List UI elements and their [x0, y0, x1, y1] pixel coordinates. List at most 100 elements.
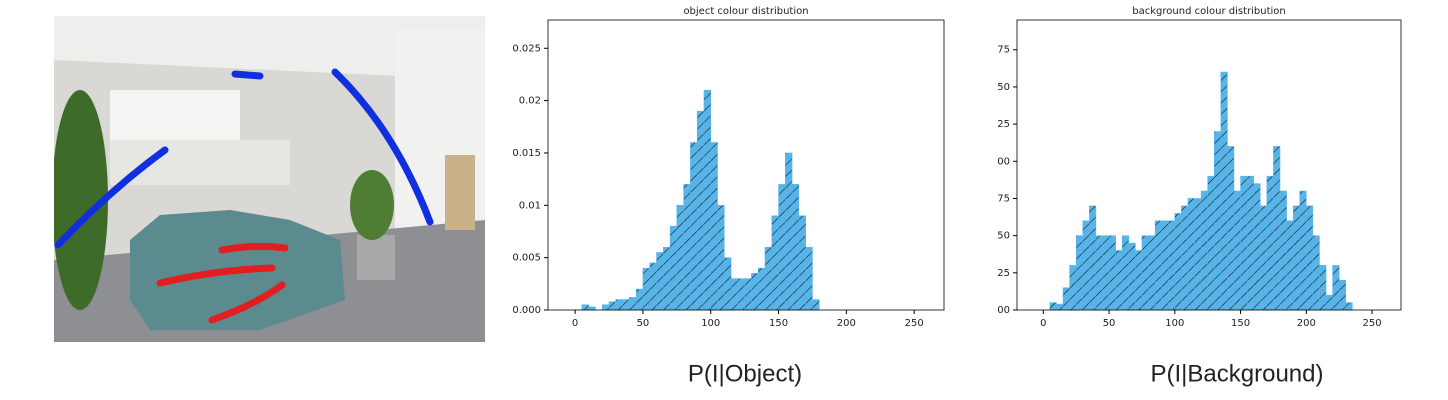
bar: [798, 215, 806, 311]
bar: [663, 246, 671, 311]
x-tick-label: 150: [1231, 318, 1250, 329]
bar: [757, 267, 766, 311]
bar: [805, 246, 813, 311]
bar: [1148, 235, 1156, 311]
bar: [1174, 213, 1182, 311]
bar: [785, 152, 793, 311]
y-tick-label: 50: [997, 231, 1010, 242]
bar: [1181, 205, 1189, 311]
x-tick-label: 50: [1103, 318, 1116, 329]
bar: [1102, 235, 1110, 311]
bar: [1273, 146, 1281, 311]
bar: [615, 299, 623, 311]
bar: [1062, 287, 1070, 311]
photo: [54, 16, 485, 342]
bar: [1319, 265, 1327, 311]
bar: [751, 273, 759, 311]
bar: [1154, 220, 1162, 311]
bar: [1233, 190, 1241, 311]
bar: [1299, 190, 1307, 311]
bar: [1292, 205, 1300, 311]
y-tick-label: 75: [997, 45, 1010, 56]
x-tick-label: 150: [769, 318, 788, 329]
x-tick-label: 200: [837, 318, 856, 329]
bar: [1069, 265, 1077, 311]
x-tick-label: 0: [572, 318, 578, 329]
bar: [1141, 235, 1149, 311]
axes-frame: [547, 19, 945, 311]
bar: [608, 301, 617, 311]
bar: [1207, 175, 1215, 311]
x-tick-label: 200: [1297, 318, 1316, 329]
bar: [1220, 71, 1228, 311]
bar: [1108, 235, 1116, 311]
y-tick-label: 0.01: [519, 200, 541, 211]
bar: [669, 225, 678, 311]
bar: [1240, 175, 1248, 311]
bar: [764, 246, 773, 311]
bar: [588, 306, 596, 311]
bar: [581, 304, 589, 311]
bar: [1260, 205, 1268, 311]
bar: [737, 278, 745, 311]
x-tick-label: 50: [637, 318, 650, 329]
bar: [1332, 265, 1340, 311]
chart-title: background colour distribution: [1132, 6, 1285, 17]
bar: [771, 215, 779, 311]
y-tick-label: 0.005: [512, 253, 541, 264]
bar: [724, 257, 732, 311]
x-tick-label: 250: [905, 318, 924, 329]
bar: [1121, 235, 1130, 311]
bar: [1306, 205, 1314, 311]
bar: [690, 142, 698, 311]
y-tick-label: 50: [997, 82, 1010, 93]
x-tick-label: 100: [1165, 318, 1184, 329]
bar: [1082, 220, 1090, 311]
x-tick-label: 0: [1040, 318, 1046, 329]
x-tick-label: 100: [701, 318, 720, 329]
x-tick-label: 250: [1363, 318, 1382, 329]
chart-title: object colour distribution: [683, 6, 808, 17]
bar: [812, 299, 820, 311]
bar: [656, 252, 664, 311]
bar: [649, 262, 657, 311]
bar: [676, 205, 684, 311]
bar: [1345, 302, 1353, 311]
y-tick-label: 75: [997, 193, 1010, 204]
axes-frame: [1016, 19, 1402, 311]
bar: [1115, 250, 1123, 311]
bar: [1194, 198, 1202, 311]
bar: [1095, 235, 1103, 311]
bar: [1200, 190, 1208, 311]
bar: [717, 205, 725, 311]
bar: [1128, 242, 1136, 311]
bar: [778, 184, 786, 311]
y-tick-label: 0.000: [512, 305, 541, 316]
y-tick-label: 0.025: [512, 43, 541, 54]
y-tick-label: 25: [997, 268, 1010, 279]
caption: P(I|Object): [688, 360, 802, 387]
bar: [642, 267, 650, 311]
bar: [744, 278, 752, 311]
y-tick-label: 0.015: [512, 148, 541, 159]
y-tick-label: 25: [997, 119, 1010, 130]
bar: [629, 297, 637, 311]
bar: [622, 299, 630, 311]
bar: [703, 89, 711, 311]
bar: [696, 110, 705, 311]
bar: [1075, 235, 1084, 311]
caption: P(I|Background): [1151, 360, 1324, 387]
bar: [1325, 294, 1333, 311]
y-tick-label: 00: [997, 156, 1010, 167]
y-tick-label: 00: [997, 305, 1010, 316]
bar: [1253, 183, 1261, 311]
bar: [1286, 220, 1294, 311]
bar: [1187, 198, 1195, 311]
bar: [791, 184, 800, 311]
bar: [1312, 235, 1320, 311]
bar: [1135, 250, 1143, 311]
bar: [730, 278, 739, 311]
bar: [1049, 302, 1057, 311]
bar: [1056, 303, 1064, 311]
